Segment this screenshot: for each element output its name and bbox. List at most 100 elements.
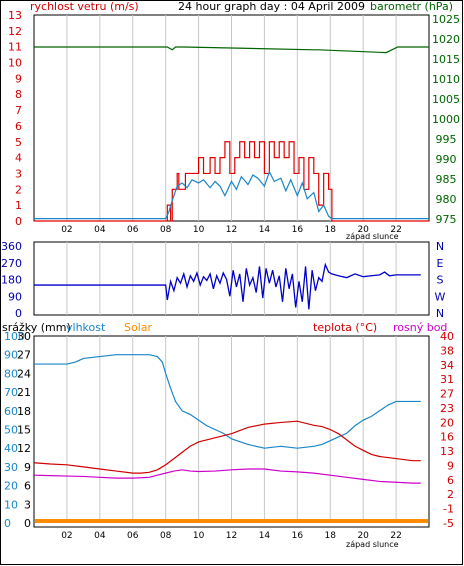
p3-ytick-temp: 16 <box>440 431 454 444</box>
p1-ytick-right: 995 <box>436 133 457 146</box>
p3-ytick-temp: 27 <box>440 388 454 401</box>
p1-xtick: 04 <box>94 225 106 235</box>
p1-ytick-left: 12 <box>8 25 22 38</box>
p1-left-label: rychlost vetru (m/s) <box>30 0 139 13</box>
panel2-series <box>34 262 421 310</box>
p3-ytick-humidity: 100 <box>4 330 25 343</box>
panel3-grid <box>66 336 397 523</box>
p3-xtick: 08 <box>160 531 172 541</box>
p3-series-humidity <box>34 354 421 449</box>
p2-ytick: 90 <box>8 290 22 303</box>
p1-xtick: 02 <box>61 225 72 235</box>
p2-ytick: 0 <box>15 307 22 320</box>
p1-ytick-left: 13 <box>8 9 22 22</box>
panel1-series <box>34 46 429 222</box>
p3-ytick-temp: 2 <box>447 488 454 501</box>
p3-ytick-rain: 30 <box>17 330 31 343</box>
p3-xtick: 16 <box>292 531 304 541</box>
p3-xtick: 22 <box>390 531 401 541</box>
p3-ytick-temp: -5 <box>443 517 454 530</box>
p3-ytick-rain: 9 <box>24 461 31 474</box>
p1-ytick-right: 1015 <box>432 53 460 66</box>
p1-right-label: barometr (hPa) <box>370 0 453 13</box>
p1-xtick: 06 <box>127 225 139 235</box>
panel3-axes: 02 04 06 08 10 12 14 16 18 20 22036912151821242730… <box>4 330 454 541</box>
p1-xtick: 20 <box>357 225 369 235</box>
p1-series-pressure <box>34 46 429 54</box>
p3-ytick-rain: 18 <box>17 405 31 418</box>
p3-label-dewpoint: rosný bod <box>393 321 447 334</box>
p1-ytick-right: 975 <box>436 213 457 226</box>
p3-xtick: 12 <box>226 531 237 541</box>
p1-xtick: 18 <box>325 225 337 235</box>
p3-ytick-humidity: 80 <box>4 367 18 380</box>
panel2-axes: 0 N 90 W 180 S 270 E 360 N <box>1 240 446 320</box>
p1-ytick-left: 10 <box>8 57 22 70</box>
p3-ytick-temp: 20 <box>440 416 454 429</box>
p3-ytick-rain: 21 <box>17 386 31 399</box>
p3-xtick: 06 <box>127 531 139 541</box>
p3-ytick-rain: 12 <box>17 442 31 455</box>
p1-ytick-right: 990 <box>436 153 457 166</box>
p1-x-note: západ slunce <box>346 232 399 241</box>
p3-ytick-humidity: 50 <box>4 424 18 437</box>
p1-ytick-left: 7 <box>15 104 22 117</box>
p3-ytick-rain: 15 <box>17 424 31 437</box>
p2-dir-label: N <box>436 240 444 253</box>
p3-ytick-temp: 31 <box>440 373 454 386</box>
p3-ytick-temp: 13 <box>440 445 454 458</box>
p3-ytick-temp: 23 <box>440 402 454 415</box>
panel1-axes: 02 04 06 08 10 12 14 16 18 20 22012345678910111213… <box>8 9 460 235</box>
p3-ytick-humidity: 70 <box>4 386 18 399</box>
p1-ytick-left: 5 <box>15 136 22 149</box>
p3-xtick: 14 <box>259 531 271 541</box>
p2-ytick: 360 <box>1 240 22 253</box>
p3-ytick-temp: 34 <box>440 359 454 372</box>
p1-series-gust_avg <box>34 170 429 220</box>
p1-ytick-left: 2 <box>15 183 22 196</box>
p3-xtick: 04 <box>94 531 106 541</box>
p3-ytick-humidity: 0 <box>4 517 11 530</box>
p3-xtick: 20 <box>357 531 369 541</box>
p1-ytick-right: 1010 <box>432 73 460 86</box>
p2-ytick: 270 <box>1 257 22 270</box>
p1-ytick-left: 3 <box>15 167 22 180</box>
p1-ytick-left: 1 <box>15 199 22 212</box>
p1-ytick-left: 9 <box>15 72 22 85</box>
p3-series-dewpoint <box>33 468 421 484</box>
p1-ytick-left: 4 <box>15 152 22 165</box>
p1-title: 24 hour graph day : 04 April 2009 <box>178 0 365 13</box>
p3-xtick: 02 <box>61 531 72 541</box>
p3-ytick-humidity: 90 <box>4 349 18 362</box>
p3-label-temp: teplota (°C) <box>313 321 377 334</box>
p3-ytick-humidity: 40 <box>4 442 18 455</box>
p1-ytick-left: 8 <box>15 88 22 101</box>
p3-series-temperature <box>33 420 421 474</box>
p1-ytick-left: 6 <box>15 120 22 133</box>
p2-dir-label: S <box>437 274 444 287</box>
p3-ytick-humidity: 60 <box>4 405 18 418</box>
p2-dir-label: W <box>435 290 446 303</box>
p3-ytick-humidity: 20 <box>4 480 18 493</box>
p1-ytick-right: 1005 <box>432 93 460 106</box>
p3-series-solar <box>35 519 428 523</box>
p1-ytick-right: 1025 <box>432 13 460 26</box>
p2-dir-label: E <box>437 257 444 270</box>
p3-ytick-humidity: 10 <box>4 498 18 511</box>
p3-label-rain: srážky (mm) <box>2 321 71 334</box>
p3-xtick: 10 <box>193 531 205 541</box>
p3-ytick-humidity: 30 <box>4 461 18 474</box>
p3-ytick-temp: 6 <box>447 474 454 487</box>
p2-ytick: 180 <box>1 274 22 287</box>
p3-ytick-temp: 9 <box>447 459 454 472</box>
p3-ytick-rain: 3 <box>24 498 31 511</box>
p3-ytick-temp: 38 <box>440 344 454 357</box>
p3-ytick-temp: 40 <box>440 330 454 343</box>
p3-ytick-rain: 0 <box>24 517 31 530</box>
p1-ytick-right: 980 <box>436 193 457 206</box>
p1-xtick: 10 <box>193 225 205 235</box>
p1-series-wind <box>34 141 429 222</box>
